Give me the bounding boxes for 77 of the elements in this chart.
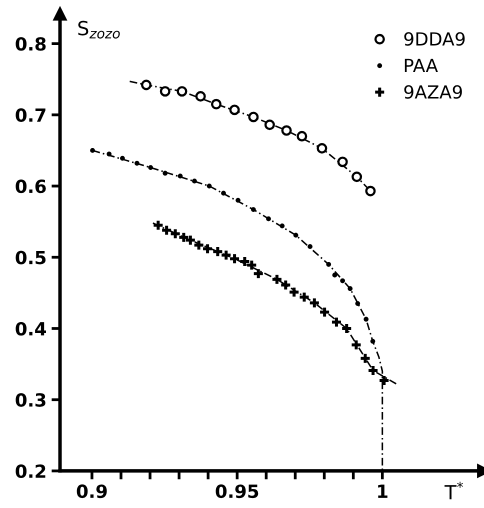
legend-label: 9DDA9 xyxy=(404,32,465,46)
legend-label: 9AZA9 xyxy=(404,85,462,99)
point xyxy=(250,207,256,212)
y-tick-label: 0.7 xyxy=(16,108,46,122)
point xyxy=(360,354,370,363)
point xyxy=(337,156,348,168)
point xyxy=(380,376,389,385)
point xyxy=(195,91,206,102)
point xyxy=(178,174,183,179)
point xyxy=(247,260,256,270)
y-tick-label: 0.4 xyxy=(16,322,46,336)
point xyxy=(176,86,188,97)
point xyxy=(134,160,140,166)
point xyxy=(308,244,312,250)
point xyxy=(179,232,188,242)
y-tick-label: 0.2 xyxy=(16,464,46,478)
point xyxy=(340,278,346,284)
point xyxy=(326,262,332,267)
point xyxy=(310,298,319,308)
point xyxy=(316,143,328,154)
point xyxy=(106,152,112,156)
point xyxy=(352,172,362,182)
point xyxy=(140,80,152,90)
x-axis-title: T$^{*}$ xyxy=(444,482,464,500)
point xyxy=(281,125,292,136)
point xyxy=(154,220,163,230)
point xyxy=(290,288,299,297)
point xyxy=(281,280,290,290)
legend-label: PAA xyxy=(404,58,438,72)
point xyxy=(160,86,170,97)
x-tick-label: 0.9 xyxy=(76,484,107,498)
point xyxy=(320,308,330,317)
point xyxy=(236,198,240,203)
point xyxy=(240,257,250,266)
point xyxy=(332,318,341,327)
y-axis-title: S$_{zozo}$ xyxy=(78,20,120,39)
point xyxy=(266,216,271,222)
point xyxy=(280,224,285,228)
point xyxy=(206,184,212,188)
point xyxy=(352,340,361,350)
point xyxy=(170,229,180,238)
x-tick-label: 0.95 xyxy=(216,484,258,498)
point xyxy=(368,366,378,376)
point xyxy=(229,104,240,116)
point xyxy=(348,286,353,292)
point xyxy=(213,247,222,256)
point xyxy=(162,170,168,176)
y-tick-label: 0.6 xyxy=(16,180,46,194)
point xyxy=(221,190,226,196)
point xyxy=(186,236,195,245)
point xyxy=(222,250,231,260)
point xyxy=(254,269,263,278)
x-tick-label: 1 xyxy=(378,484,388,498)
point xyxy=(342,324,352,333)
point xyxy=(194,240,204,250)
point xyxy=(272,274,282,284)
point xyxy=(370,338,376,344)
y-tick-label: 0.3 xyxy=(16,393,46,407)
point xyxy=(120,156,125,161)
point xyxy=(300,292,309,302)
point xyxy=(293,232,298,238)
point xyxy=(364,316,369,322)
point xyxy=(248,112,259,122)
point xyxy=(355,301,360,306)
y-tick-label: 0.5 xyxy=(16,250,46,264)
point xyxy=(90,148,95,153)
point xyxy=(230,254,240,264)
point xyxy=(365,186,376,196)
point xyxy=(332,272,338,278)
point xyxy=(296,130,308,142)
y-tick-label: 0.8 xyxy=(16,37,46,51)
point xyxy=(192,178,197,184)
point xyxy=(210,98,222,110)
point xyxy=(162,226,172,235)
point xyxy=(203,244,212,254)
point xyxy=(264,120,275,130)
point xyxy=(148,165,154,170)
